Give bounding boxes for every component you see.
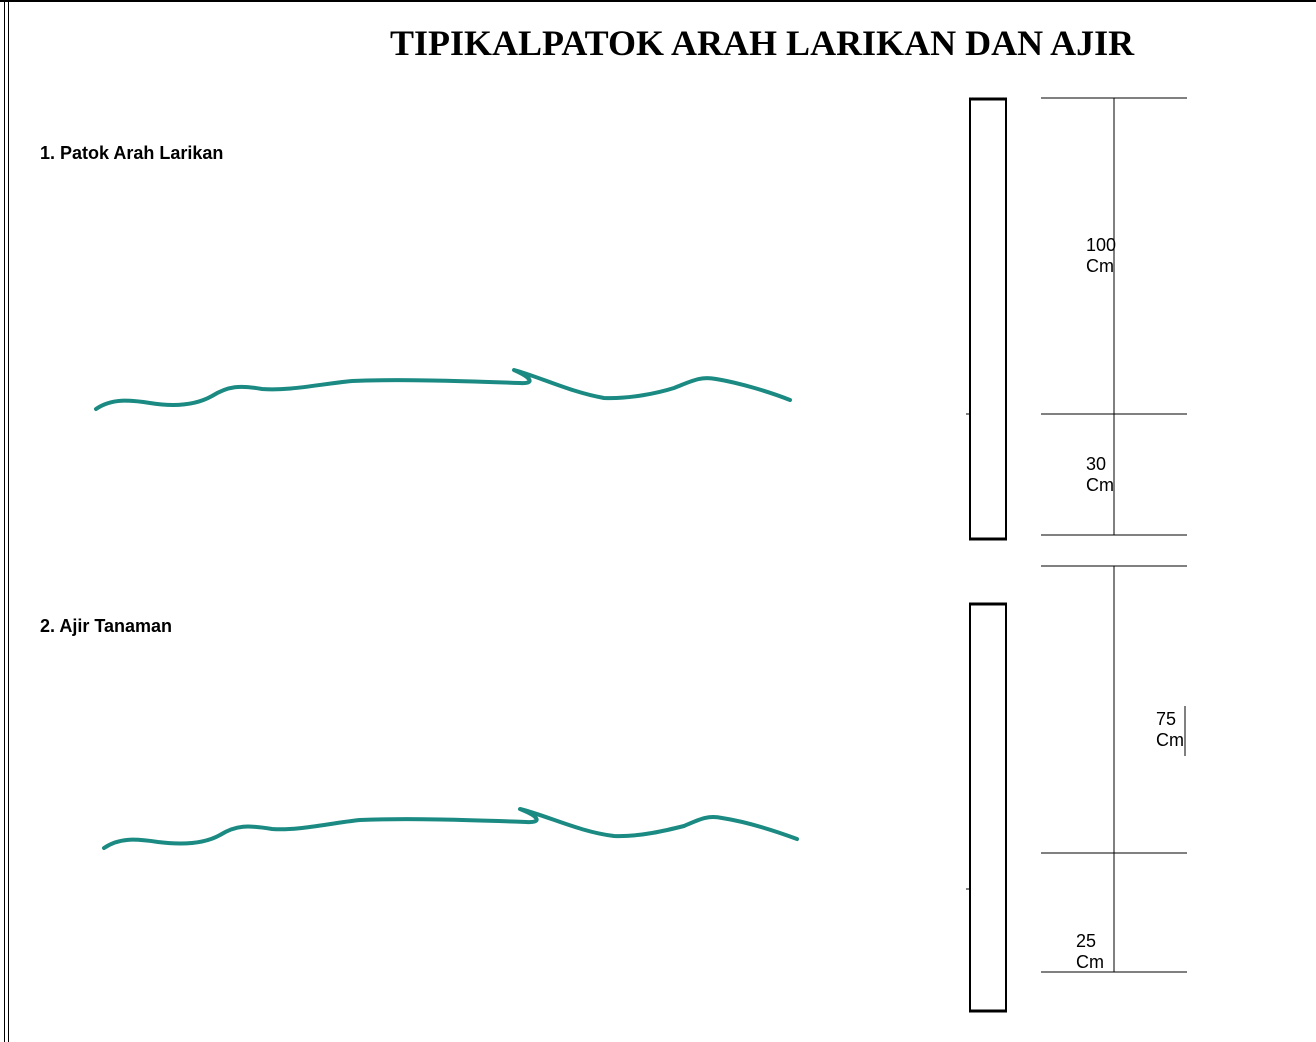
dimension-lines-patok (1041, 97, 1187, 536)
stake-patok (966, 97, 1007, 541)
section-label-ajir: 2. Ajir Tanaman (40, 616, 173, 636)
section-label-patok: 1. Patok Arah Larikan (40, 143, 224, 163)
dimension-lines-ajir (1041, 565, 1187, 973)
dim-label-25: 25 Cm (1076, 931, 1104, 972)
dim-label-30: 30 Cm (1086, 454, 1114, 495)
frame-top-border (0, 0, 1316, 2)
dim-label-75: 75 Cm (1156, 709, 1184, 750)
ground-line-ajir (102, 807, 799, 850)
ground-line-patok (94, 368, 792, 411)
stake-ajir (966, 602, 1007, 1013)
frame-left-border-inner (8, 0, 9, 1042)
dim-label-100: 100 Cm (1086, 235, 1117, 276)
frame-left-border-outer (4, 0, 5, 1042)
page-title: TIPIKALPATOK ARAH LARIKAN DAN AJIR (390, 23, 1135, 63)
